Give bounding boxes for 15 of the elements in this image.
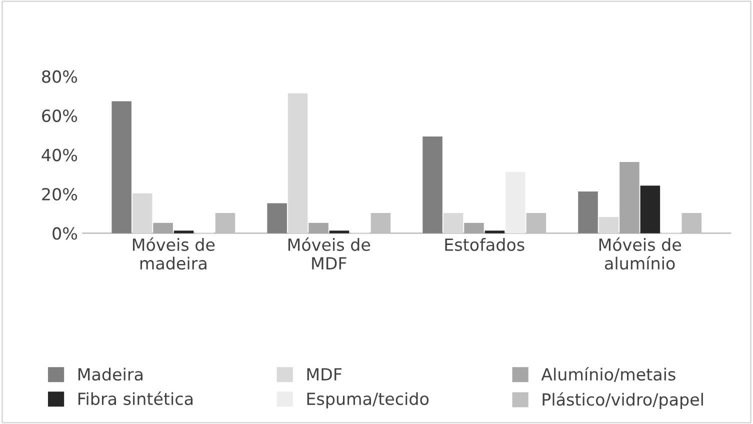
x-tick-label: Móveis de madeira [132,237,215,270]
x-tick-label: Móveis de MDF [288,237,370,270]
x-tick-label: Estofados [445,238,524,251]
y-tick-label: 60% [42,110,78,122]
legend-label: Fibra sintética [78,392,193,406]
y-tick-label: 80% [42,70,78,83]
legend-label: Madeira [78,368,142,381]
legend-label: MDF [307,368,342,380]
x-tick-label: Móveis de alumínio [599,237,682,270]
legend-label: Espuma/tecido [307,392,429,408]
legend-label: Alumínio/metais [541,367,676,382]
y-tick-label: 40% [42,148,78,162]
y-tick-label: 0% [52,227,78,240]
y-tick-label: 20% [42,188,78,201]
legend-label: Plástico/vidro/papel [542,392,703,409]
